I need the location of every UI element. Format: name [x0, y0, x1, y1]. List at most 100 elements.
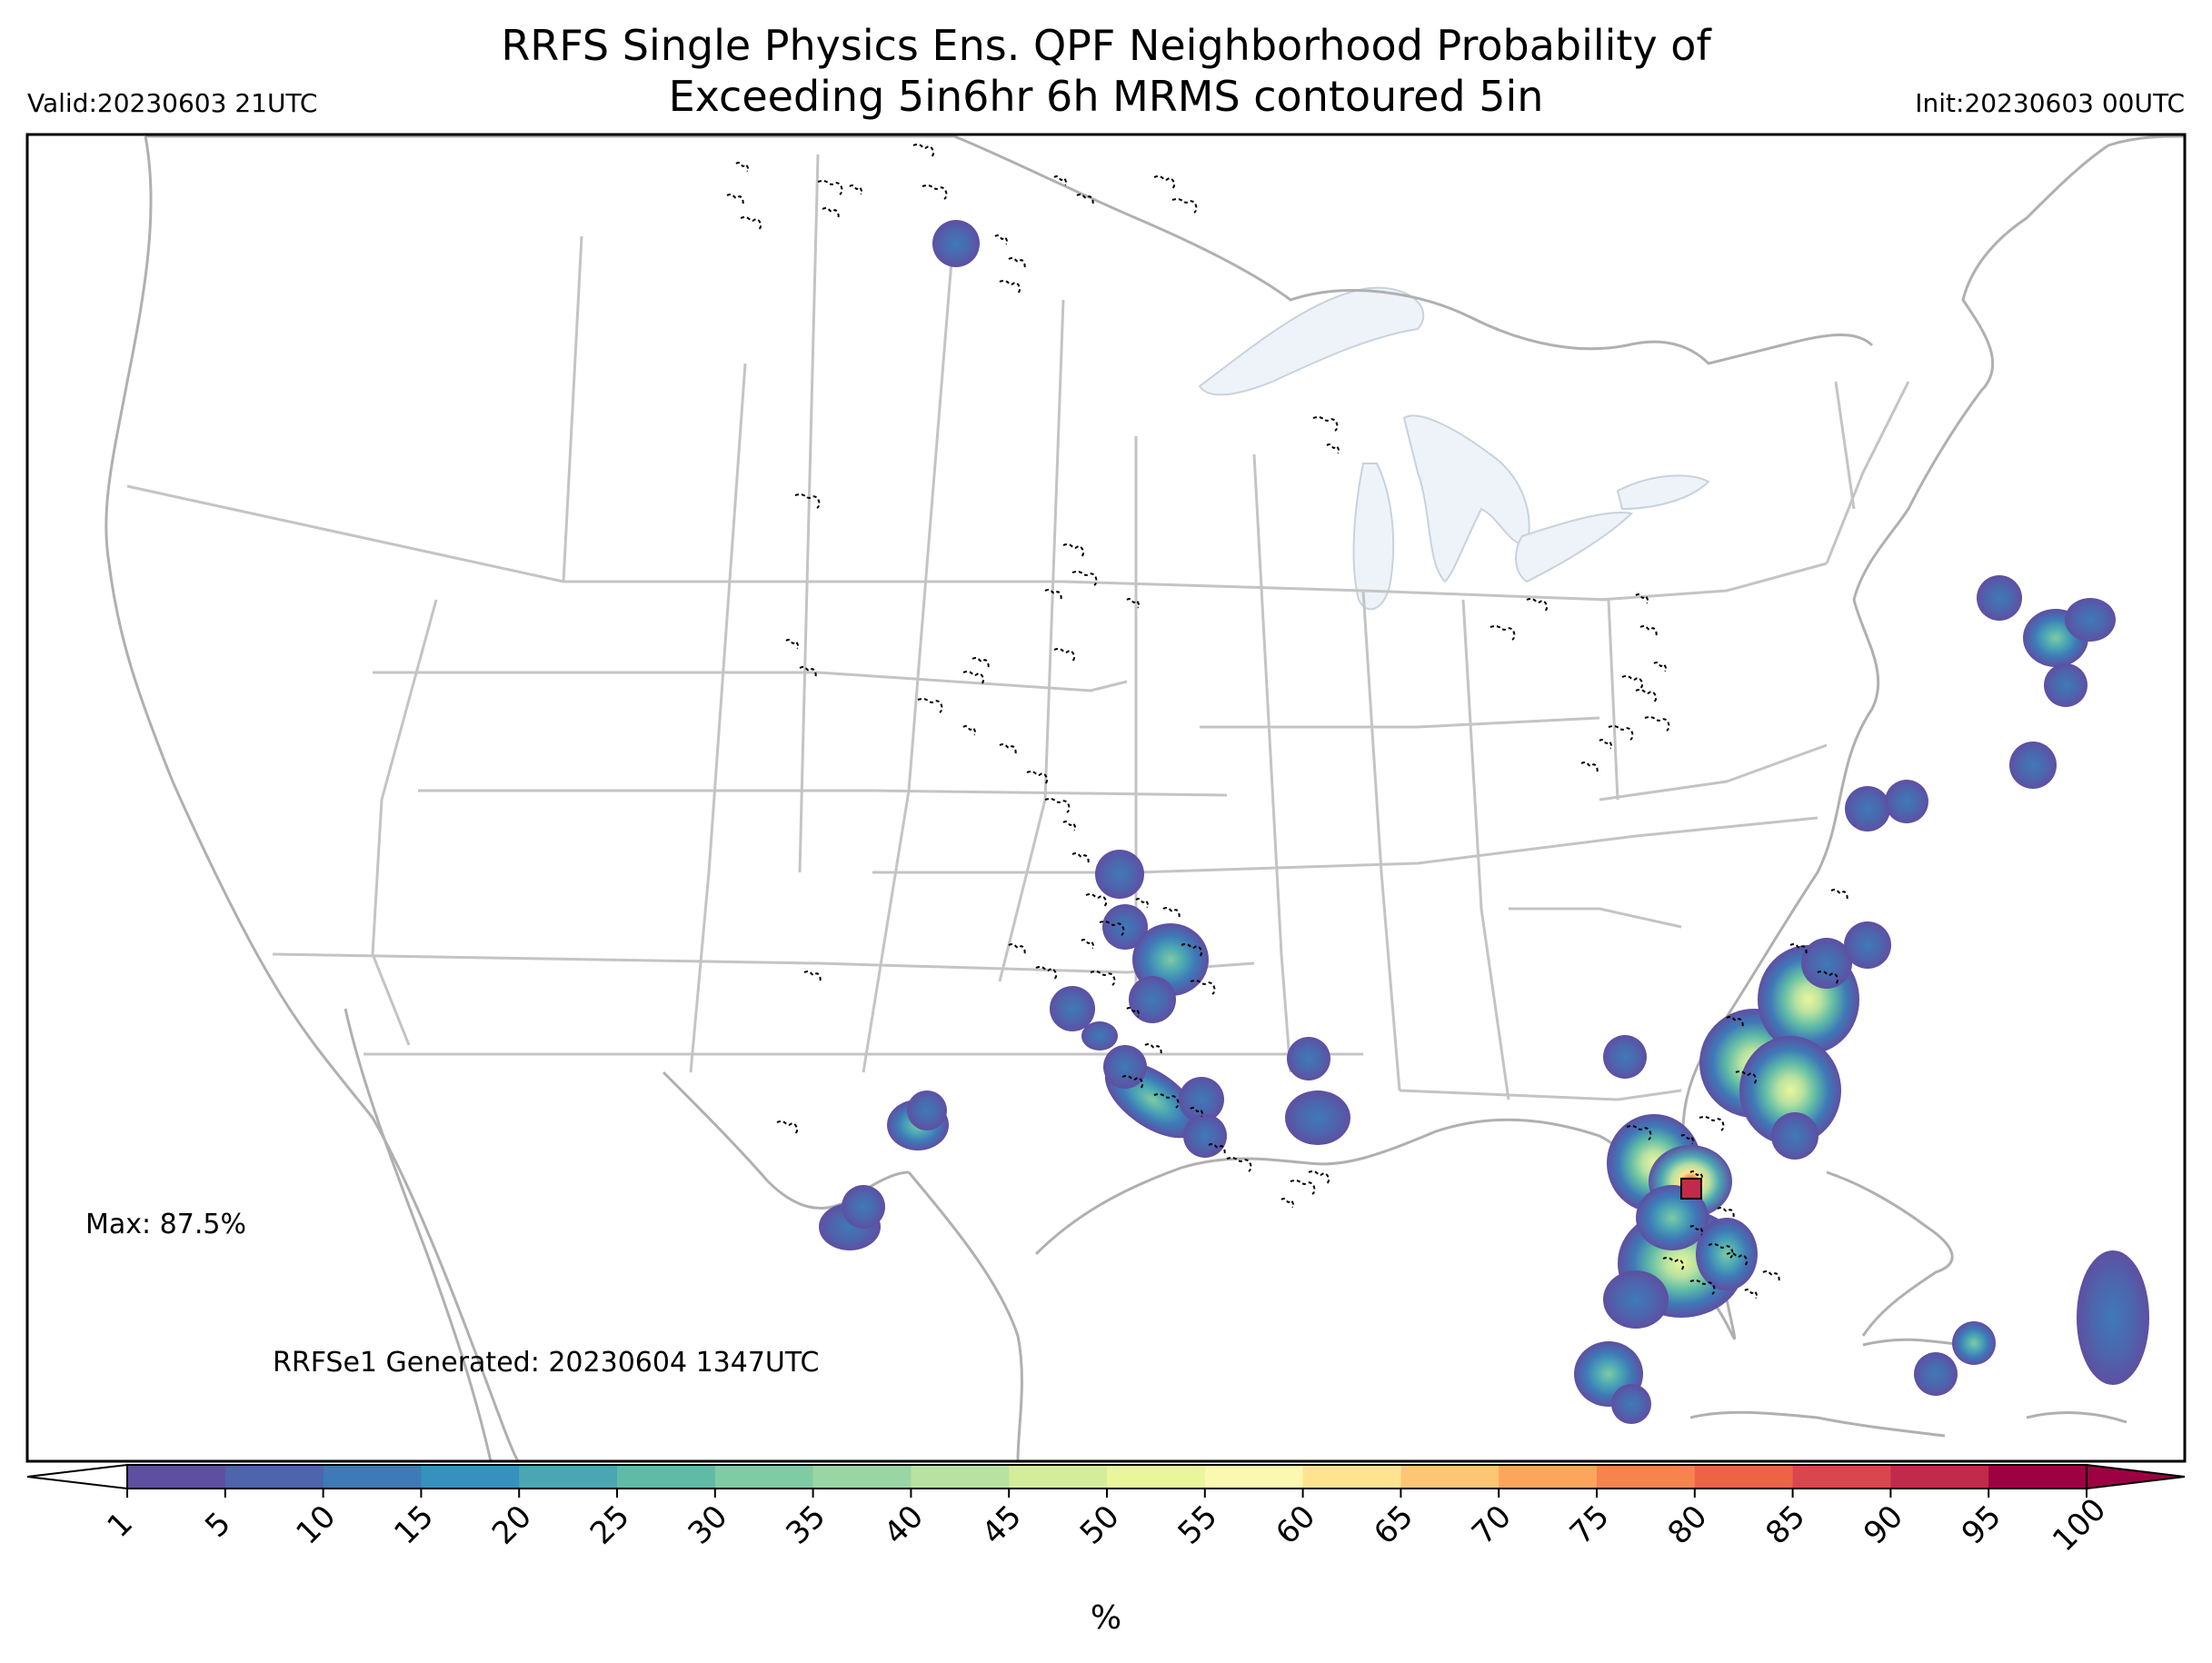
mrms-contour — [1026, 771, 1049, 784]
colorbar-segment — [1597, 1465, 1696, 1489]
colorbar-segment — [519, 1465, 618, 1489]
great-lakes — [1198, 286, 1710, 611]
probability-fields — [819, 220, 2149, 1424]
mrms-contour — [994, 234, 1009, 245]
mrms-contour — [1035, 966, 1058, 980]
mrms-contour — [1662, 1257, 1685, 1270]
mrms-contour — [1144, 1043, 1162, 1055]
mrms-contour — [785, 639, 800, 650]
mrms-contour — [794, 493, 821, 509]
colorbar-segment — [1107, 1465, 1206, 1489]
mrms-contour — [1062, 543, 1085, 557]
mrms-contour — [1085, 893, 1108, 907]
colorbar-over-arrow — [2086, 1463, 2186, 1490]
mrms-contour — [740, 216, 762, 230]
mrms-contour — [1326, 443, 1340, 454]
mrms-contour — [922, 184, 948, 200]
state-borders — [126, 154, 1910, 1101]
mrms-contour — [971, 657, 990, 669]
mrms-contour — [1526, 598, 1549, 612]
mrms-contour — [1008, 943, 1026, 955]
mrms-contour — [962, 725, 977, 736]
mrms-contour — [1099, 921, 1125, 936]
mrms-contour — [1717, 1207, 1735, 1219]
mrms-contour — [1708, 1243, 1734, 1259]
colorbar-segment — [1890, 1465, 1989, 1489]
mrms-contour — [1090, 971, 1116, 986]
mrms-contour — [999, 743, 1017, 755]
colorbar-segment — [127, 1465, 226, 1489]
colorbar-segment — [1988, 1465, 2087, 1489]
mrms-contour — [1044, 589, 1062, 601]
mrms-contour — [1308, 1170, 1330, 1184]
colorbar-segment — [1204, 1465, 1304, 1489]
valid-time-label: Valid:20230603 21UTC — [27, 88, 318, 118]
mrms-contour — [999, 280, 1021, 294]
colorbar-tick-label: 95 — [1955, 1499, 2008, 1552]
title-line-2: Exceeding 5in6hr 6h MRMS contoured 5in — [668, 72, 1544, 121]
mrms-contour — [1490, 625, 1516, 641]
colorbar-under-arrow — [26, 1463, 128, 1490]
mrms-contour — [822, 207, 840, 219]
colorbar-segment — [1009, 1465, 1108, 1489]
mrms-contour — [1312, 416, 1339, 432]
max-value-label: Max: 87.5% — [85, 1209, 246, 1240]
mrms-contour — [1726, 1016, 1744, 1028]
mrms-contour — [1726, 1252, 1749, 1266]
colorbar-segment — [1302, 1465, 1401, 1489]
mrms-contour — [1817, 971, 1839, 984]
colorbar-tick-label: 40 — [877, 1499, 931, 1552]
mrms-contour — [735, 162, 750, 173]
colorbar-segment — [1499, 1465, 1598, 1489]
mrms-contour — [1135, 898, 1150, 909]
chart-title: RRFS Single Physics Ens. QPF Neighborhoo… — [0, 20, 2212, 122]
mrms-contour — [1699, 1116, 1725, 1131]
generated-label: RRFSe1 Generated: 20230604 1347UTC — [273, 1347, 820, 1379]
colorbar-segment — [421, 1465, 520, 1489]
mrms-contour — [1071, 571, 1098, 586]
title-line-1: RRFS Single Physics Ens. QPF Neighborhoo… — [501, 21, 1711, 70]
colorbar-tick-label: 5 — [198, 1505, 238, 1545]
mrms-contour — [1044, 798, 1071, 813]
colorbar-tick-label: 1 — [100, 1505, 140, 1545]
colorbar-ticks: 1 5 10 15 20 25 30 35 40 45 50 55 60 65 70 75 80 85 90 95 10… — [100, 1489, 2113, 1558]
mrms-contour — [1608, 725, 1634, 741]
colorbar-segment — [714, 1465, 814, 1489]
mrms-contour — [962, 671, 985, 684]
mrms-contour — [1153, 1093, 1180, 1109]
mrms-contours — [726, 144, 1848, 1300]
colorbar-tick-label: 70 — [1465, 1499, 1519, 1552]
mrms-contour — [1076, 194, 1094, 205]
colorbar-segment — [617, 1465, 716, 1489]
colorbar-unit-label: % — [1090, 1599, 1122, 1637]
mrms-contour — [1599, 739, 1613, 750]
colorbar-tick-label: 20 — [485, 1499, 539, 1552]
mrms-contour — [1008, 257, 1026, 269]
mrms-contour — [1208, 1143, 1226, 1155]
colorbar-tick-label: 30 — [682, 1499, 735, 1552]
mrms-contour — [1621, 675, 1644, 689]
mrms-contour — [1639, 625, 1658, 637]
mrms-contour — [799, 666, 817, 678]
mrms-contour — [1171, 198, 1198, 214]
colorbar-segment — [911, 1465, 1010, 1489]
colorbar-segment — [812, 1465, 912, 1489]
colorbar-segment — [323, 1465, 422, 1489]
colorbar-segment — [1792, 1465, 1891, 1489]
colorbar-tick-label: 55 — [1171, 1499, 1225, 1552]
mrms-contour — [1190, 980, 1216, 995]
colorbar-tick-label: 25 — [583, 1499, 637, 1552]
mrms-contour — [912, 144, 935, 157]
mrms-contour — [776, 1120, 799, 1134]
colorbar-tick-label: 10 — [289, 1499, 343, 1552]
mrms-contour — [1153, 175, 1176, 189]
colorbar-tick-label: 85 — [1759, 1499, 1812, 1552]
mrms-contour — [726, 194, 744, 205]
mrms-contour — [817, 180, 843, 195]
mrms-contour — [1121, 1075, 1144, 1089]
colorbar: 1 5 10 15 20 25 30 35 40 45 50 55 60 65 70 75 80 85 90 95 10… — [26, 1463, 2186, 1558]
colorbar-segments — [127, 1465, 2087, 1489]
colorbar-segment — [1694, 1465, 1794, 1489]
colorbar-tick-label: 15 — [387, 1499, 441, 1552]
